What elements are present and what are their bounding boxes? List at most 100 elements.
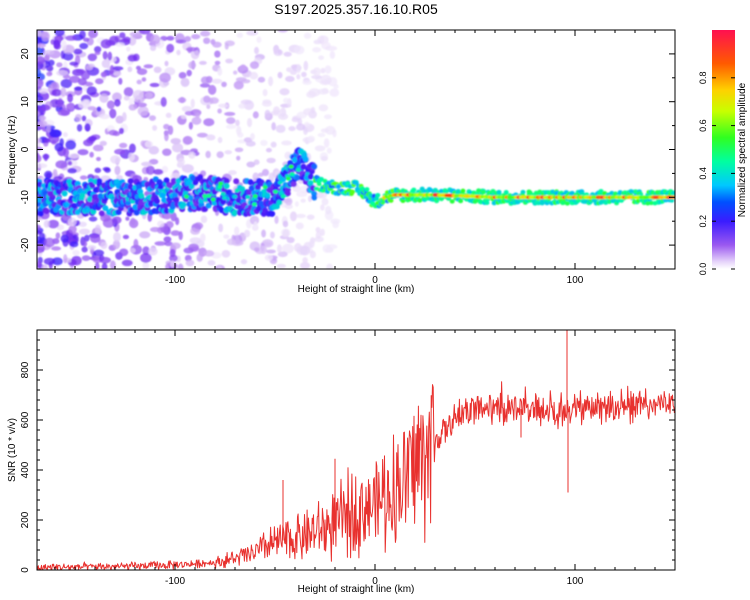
spectrogram-cell: [37, 56, 45, 65]
spectrogram-cell: [109, 260, 116, 269]
spectrogram-cell: [285, 75, 295, 82]
spectrogram-cell: [185, 47, 198, 52]
spectrogram-cell: [99, 140, 107, 147]
spectrogram-cell: [214, 50, 221, 58]
spectrogram-cell: [122, 234, 130, 240]
spectrogram-cell: [159, 72, 171, 83]
spectrogram-cell: [128, 104, 137, 111]
spectrogram-cell: [109, 35, 120, 46]
spectrogram-cell: [302, 79, 312, 85]
spectrogram-cell: [43, 257, 56, 266]
colorbar: 0.0 0.2 0.4 0.6 0.8 Normalized spectral ampl…: [698, 30, 748, 275]
spectrogram-cell: [67, 161, 73, 166]
snr-ticks: -100 0 100 0 200 400 600 800: [20, 329, 676, 587]
spectrogram-cell: [301, 71, 307, 78]
spectrogram-cell: [99, 256, 111, 264]
spectrogram-cell: [180, 114, 187, 120]
spectrogram-cell: [125, 216, 130, 221]
spectrogram-cell: [138, 30, 151, 35]
y-tick-label: 0: [20, 567, 31, 573]
spectrogram-cell: [177, 157, 185, 167]
spectrogram-cell: [61, 190, 68, 197]
spectrogram-cell: [165, 112, 172, 118]
spectrogram-cell: [248, 185, 255, 192]
spectrogram-cell: [252, 194, 258, 199]
spectrogram-cell: [112, 66, 124, 71]
spectrogram-cell: [205, 134, 216, 141]
spectrogram-cell: [496, 189, 502, 195]
spectrogram-cell: [88, 30, 98, 39]
spectrogram-cell: [321, 198, 329, 206]
spectrogram-cell: [153, 66, 162, 74]
spectrogram-cell: [240, 259, 248, 265]
spectrogram-cell: [92, 144, 104, 152]
spectrogram-cell: [87, 53, 98, 62]
spectrogram-cell: [274, 215, 279, 224]
spectrogram-cell: [112, 92, 122, 102]
spectrogram-cell: [43, 220, 50, 228]
spectrogram-cell: [234, 226, 240, 236]
spectrogram-cell: [212, 41, 222, 48]
spectrogram-cell: [108, 129, 118, 136]
spectrogram-cell: [284, 186, 291, 193]
spectrogram-cell: [81, 115, 87, 122]
spectrogram-cell: [309, 250, 316, 259]
spectrogram-cell: [43, 138, 51, 144]
spectrogram-cell: [302, 155, 309, 162]
spectrogram-cell: [37, 152, 40, 163]
snr-series-line: [37, 330, 675, 570]
spectrogram-cell: [203, 250, 215, 257]
spectrogram-cell: [109, 108, 117, 119]
spectrogram-cell: [214, 60, 221, 65]
spectrogram-cell: [94, 224, 102, 235]
spectrogram-cell: [163, 212, 172, 220]
spectrogram-cell: [79, 192, 86, 199]
spectrogram-cell: [315, 231, 322, 239]
spectrogram-cell: [37, 243, 45, 248]
spectrogram-cell: [160, 97, 167, 107]
spectrogram-cell: [276, 263, 286, 269]
spectrogram-cell: [41, 264, 48, 269]
spectrogram-cell: [132, 204, 139, 211]
spectrogram-cell: [166, 35, 175, 41]
spectrogram-cell: [277, 251, 288, 258]
spectrogram-cell: [292, 156, 298, 163]
spectrogram-cell: [223, 183, 230, 190]
spectrogram-cell: [80, 71, 90, 80]
spectrogram-cell: [184, 36, 192, 42]
spectrogram-cell: [46, 124, 51, 133]
spectrogram-cell: [313, 39, 322, 45]
snr-xlabel: Height of straight line (km): [298, 584, 415, 595]
spectrogram-cell: [325, 205, 332, 215]
spectrogram-cell: [293, 243, 302, 252]
spectrogram-cell: [37, 78, 44, 88]
spectrogram-cell: [290, 181, 297, 188]
spectrogram-cell: [458, 198, 464, 204]
spectrogram-cell: [87, 245, 97, 250]
spectrogram-cell: [37, 142, 41, 147]
spectrogram-cell: [163, 177, 170, 184]
spectrogram-cell: [61, 40, 67, 51]
spectrogram-cell: [114, 98, 121, 107]
spectrogram-cell: [190, 98, 195, 109]
snr-panel: -100 0 100 0 200 400 600 800 Height of straight…: [7, 329, 676, 595]
spectrogram-cell: [320, 228, 325, 237]
spectrogram-cell: [291, 117, 300, 123]
spectrogram-cell: [148, 145, 160, 155]
spectrogram-cell: [96, 156, 101, 162]
spectrogram-cell: [326, 263, 334, 269]
spectrogram-cell: [74, 113, 82, 122]
spectrogram-cell: [86, 86, 97, 96]
spectrogram-cell: [139, 231, 151, 239]
spectrogram-cell: [67, 217, 77, 227]
spectrogram-cell: [311, 163, 318, 170]
spectrogram-cell: [47, 219, 59, 229]
spectrogram-cell: [275, 124, 286, 133]
spectrogram-cell: [164, 60, 169, 67]
spectrogram-cell: [307, 135, 316, 143]
spectrogram-cell: [536, 200, 542, 206]
spectrogram-cell: [85, 64, 94, 71]
spectrogram-cell: [126, 46, 131, 52]
spectrogram-cell: [388, 198, 394, 203]
spectrogram-cell: [43, 208, 50, 215]
